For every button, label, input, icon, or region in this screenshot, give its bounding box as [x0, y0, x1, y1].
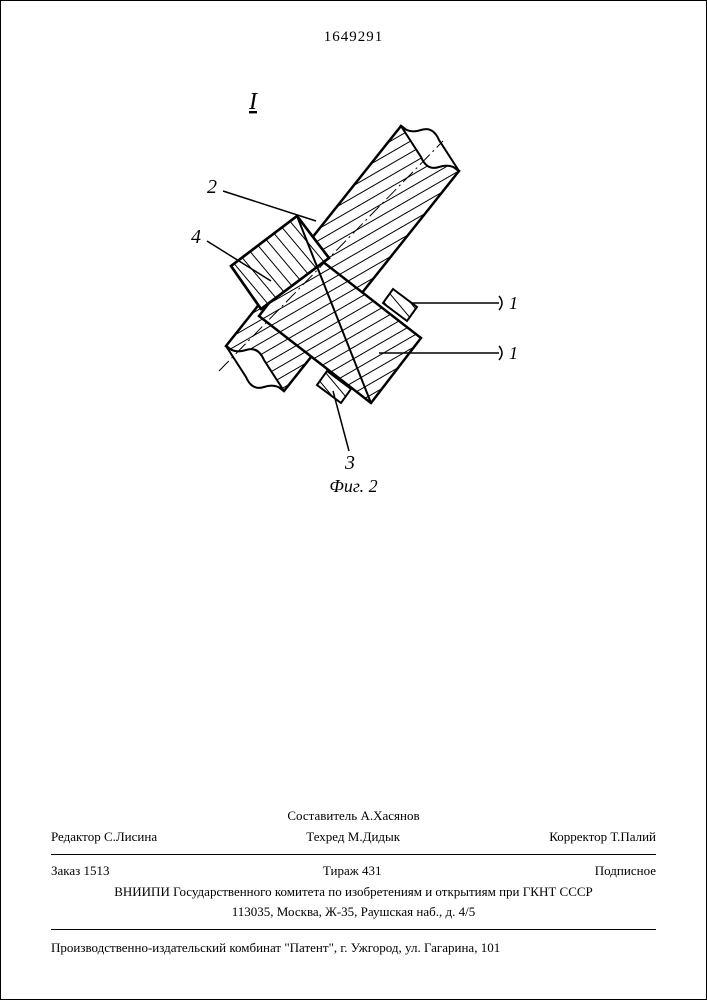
techred-credit: Техред М.Дидык	[306, 827, 400, 848]
figure-svg: I	[111, 71, 531, 491]
ref-label-3: 3	[344, 452, 355, 474]
ref-label-4: 4	[191, 226, 201, 248]
document-number: 1649291	[324, 29, 384, 46]
tirage: Тираж 431	[323, 861, 382, 882]
ref-label-2: 2	[207, 176, 217, 198]
org-line-1: ВНИИПИ Государственного комитета по изоб…	[51, 882, 656, 903]
figure-2: I	[111, 71, 531, 491]
credits-row: Редактор С.Лисина Техред М.Дидык Коррект…	[51, 827, 656, 848]
leader-right-1: 1	[509, 293, 518, 313]
order-number: Заказ 1513	[51, 861, 110, 882]
view-label: I	[248, 89, 258, 115]
print-row: Заказ 1513 Тираж 431 Подписное	[51, 861, 656, 882]
rule-1	[51, 854, 656, 855]
compiler-line: Составитель А.Хасянов	[51, 806, 656, 827]
corrector-credit: Корректор Т.Палий	[549, 827, 656, 848]
leader-right-2: 1	[509, 343, 518, 363]
figure-caption: Фиг. 2	[329, 476, 377, 497]
colophon-block: Составитель А.Хасянов Редактор С.Лисина …	[51, 806, 656, 959]
rule-2	[51, 929, 656, 930]
section-drawing: 2 4 3 1 1	[191, 126, 518, 474]
page: 1649291 I	[0, 0, 707, 1000]
podpisnoe: Подписное	[595, 861, 656, 882]
footer-line: Производственно-издательский комбинат "П…	[51, 938, 656, 959]
editor-credit: Редактор С.Лисина	[51, 827, 157, 848]
org-line-2: 113035, Москва, Ж-35, Раушская наб., д. …	[51, 902, 656, 923]
